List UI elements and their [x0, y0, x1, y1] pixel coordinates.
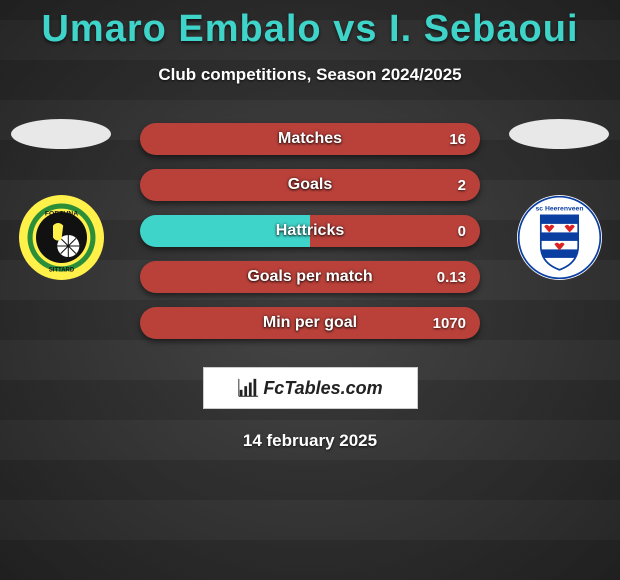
- player-left-silhouette: [11, 119, 111, 149]
- page-title: Umaro Embalo vs I. Sebaoui: [0, 0, 620, 51]
- bar-chart-icon: [237, 377, 259, 399]
- stat-label: Goals: [288, 176, 332, 194]
- club-logo-right: sc Heerenveen: [517, 195, 602, 280]
- stat-value-right: 0: [458, 223, 466, 240]
- stat-label: Goals per match: [247, 268, 372, 286]
- stat-value-right: 16: [449, 131, 466, 148]
- svg-text:FORTUNA: FORTUNA: [44, 210, 77, 217]
- svg-text:SITTARD: SITTARD: [48, 268, 74, 274]
- fortuna-sittard-logo-icon: FORTUNA SITTARD: [19, 195, 104, 280]
- svg-text:sc Heerenveen: sc Heerenveen: [535, 205, 583, 212]
- stat-value-right: 1070: [433, 315, 466, 332]
- stat-row: Matches 16: [140, 123, 480, 155]
- stat-label: Matches: [278, 130, 342, 148]
- date-text: 14 february 2025: [0, 431, 620, 451]
- subtitle: Club competitions, Season 2024/2025: [0, 65, 620, 85]
- stat-row: Hattricks 0: [140, 215, 480, 247]
- player-right-silhouette: [509, 119, 609, 149]
- stat-value-right: 0.13: [437, 269, 466, 286]
- stat-row: Goals 2: [140, 169, 480, 201]
- stat-label: Min per goal: [263, 314, 357, 332]
- stats-list: Matches 16 Goals 2 Hattricks 0 Goals per match…: [140, 123, 480, 339]
- comparison-panel: FORTUNA SITTARD sc Heerenveen: [0, 123, 620, 339]
- stat-row: Goals per match 0.13: [140, 261, 480, 293]
- stat-value-right: 2: [458, 177, 466, 194]
- heerenveen-logo-icon: sc Heerenveen: [517, 195, 602, 280]
- stat-row: Min per goal 1070: [140, 307, 480, 339]
- player-right-column: sc Heerenveen: [504, 123, 614, 280]
- club-logo-left: FORTUNA SITTARD: [19, 195, 104, 280]
- stat-label: Hattricks: [276, 222, 344, 240]
- brand-text: FcTables.com: [263, 378, 382, 399]
- brand-box[interactable]: FcTables.com: [203, 367, 418, 409]
- player-left-column: FORTUNA SITTARD: [6, 123, 116, 280]
